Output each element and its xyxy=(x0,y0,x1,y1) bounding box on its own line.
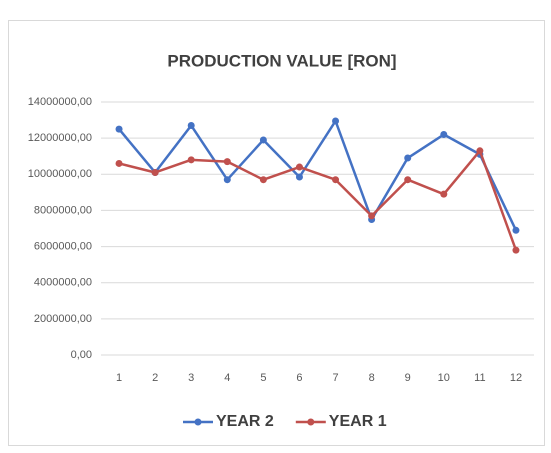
data-point xyxy=(440,131,448,139)
legend-label: YEAR 2 xyxy=(216,413,274,430)
data-point xyxy=(187,121,195,129)
x-tick-label: 10 xyxy=(438,372,450,384)
data-point xyxy=(440,190,448,198)
data-point xyxy=(512,246,520,254)
legend-marker xyxy=(194,418,202,426)
x-tick-label: 2 xyxy=(152,372,158,384)
data-point xyxy=(259,176,267,184)
data-point xyxy=(295,173,303,181)
x-tick-label: 8 xyxy=(369,372,375,384)
data-point xyxy=(223,158,231,166)
x-tick-label: 9 xyxy=(405,372,411,384)
y-tick-label: 6000000,00 xyxy=(34,240,92,252)
y-tick-label: 8000000,00 xyxy=(34,204,92,216)
y-tick-label: 12000000,00 xyxy=(28,132,92,144)
x-tick-label: 3 xyxy=(188,372,194,384)
y-tick-label: 4000000,00 xyxy=(34,277,92,289)
x-tick-label: 7 xyxy=(332,372,338,384)
y-tick-label: 0,00 xyxy=(71,349,92,361)
data-point xyxy=(295,163,303,171)
x-tick-label: 11 xyxy=(474,372,485,384)
data-point xyxy=(332,117,340,125)
data-point xyxy=(259,136,267,144)
chart-border xyxy=(8,20,545,446)
x-tick-label: 6 xyxy=(296,372,302,384)
series-line xyxy=(118,119,518,231)
data-point xyxy=(332,176,340,184)
y-tick-label: 14000000,00 xyxy=(28,96,92,108)
chart-title: PRODUCTION VALUE [RON] xyxy=(167,51,396,70)
legend-marker xyxy=(307,418,315,426)
x-tick-label: 4 xyxy=(224,372,230,384)
data-point xyxy=(151,168,159,176)
data-point xyxy=(223,176,231,184)
x-tick-label: 1 xyxy=(116,372,122,384)
x-tick-label: 5 xyxy=(260,372,266,384)
data-point xyxy=(187,156,195,164)
data-point xyxy=(404,154,412,162)
data-point xyxy=(115,125,123,133)
y-tick-label: 10000000,00 xyxy=(28,168,92,180)
series-line xyxy=(118,149,518,251)
y-tick-label: 2000000,00 xyxy=(34,313,92,325)
data-point xyxy=(368,212,376,220)
data-point xyxy=(476,147,484,155)
x-tick-label: 12 xyxy=(510,372,522,384)
data-point xyxy=(512,226,520,234)
data-point xyxy=(115,159,123,167)
data-point xyxy=(404,176,412,184)
legend-label: YEAR 1 xyxy=(329,413,387,430)
